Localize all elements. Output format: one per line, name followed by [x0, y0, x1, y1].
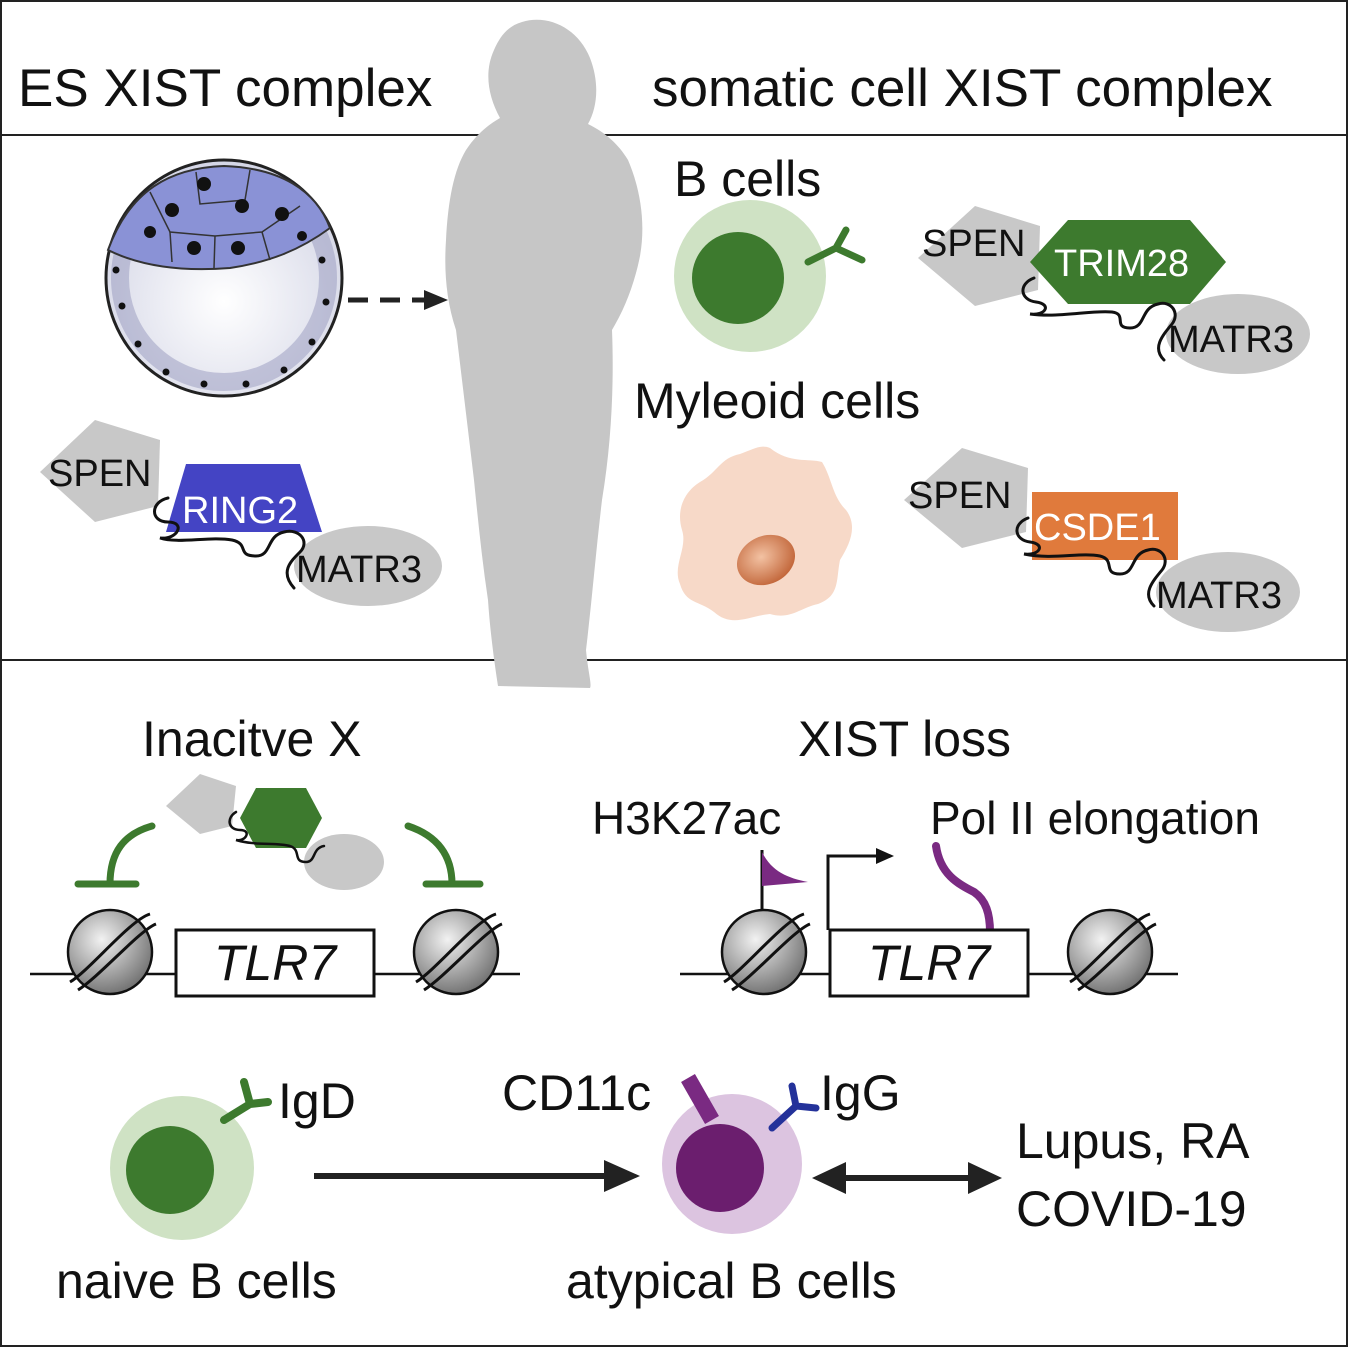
transcription-start-arrow [826, 848, 894, 930]
es-ring2-shape [166, 464, 322, 532]
naive-to-atypical-arrow [314, 1160, 640, 1192]
somatic-complex-title: somatic cell XIST complex [652, 59, 1273, 118]
b-cells-title: B cells [674, 151, 821, 207]
b-matr3-shape [1166, 294, 1310, 374]
m-xist-rna [1015, 516, 1167, 608]
es-matr3-label: MATR3 [296, 549, 422, 591]
es-xist-complex: SPEN RING2 MATR3 [40, 420, 442, 606]
b-xist-rna [1021, 276, 1177, 362]
differentiation-arrow [348, 290, 448, 310]
h3k27ac-flag [760, 850, 808, 918]
pol2-tail [932, 842, 994, 936]
es-matr3-shape [294, 526, 442, 606]
m-spen-shape [904, 448, 1028, 548]
atypical-b-cell-icon [662, 1074, 820, 1234]
diseases-line-2: COVID-19 [1016, 1181, 1247, 1237]
cd11c-label: CD11c [502, 1065, 651, 1121]
b-spen-shape [918, 206, 1040, 306]
m-spen-label: SPEN [908, 475, 1011, 517]
b-cell-icon [674, 200, 866, 352]
inactive-x-tlr7-box [174, 928, 376, 998]
atypical-b-cells-label: atypical B cells [566, 1253, 897, 1309]
inactive-x-tlr7-label: TLR7 [214, 935, 338, 991]
naive-b-cell-icon [110, 1078, 272, 1240]
inactive-x-repressor-complex [166, 774, 384, 890]
b-cell-xist-complex: SPEN TRIM28 MATR3 [918, 206, 1310, 374]
diseases-line-1: Lupus, RA [1016, 1113, 1250, 1169]
es-spen-label: SPEN [48, 453, 151, 495]
m-csde1-label: CSDE1 [1034, 507, 1161, 549]
b-matr3-label: MATR3 [1168, 319, 1294, 361]
xist-loss-tlr7-box [828, 928, 1030, 998]
disease-association-arrow [812, 1162, 1002, 1194]
repression-arrows [74, 822, 484, 888]
myeloid-cell-icon [677, 446, 853, 621]
m-matr3-shape [1156, 552, 1300, 632]
nucleosome-right-1 [720, 908, 811, 996]
nucleosome-right-2 [1066, 908, 1157, 996]
nucleosome-left-2 [412, 908, 503, 996]
es-ring2-label: RING2 [182, 490, 298, 532]
es-xist-rna [153, 496, 306, 590]
b-trim28-label: TRIM28 [1054, 243, 1189, 285]
b-spen-label: SPEN [922, 223, 1025, 265]
blastocyst-icon [104, 158, 344, 398]
m-matr3-label: MATR3 [1156, 575, 1282, 617]
xist-loss-tlr7-label: TLR7 [868, 935, 992, 991]
human-silhouette [445, 19, 643, 689]
pol2-elongation-label: Pol II elongation [930, 792, 1260, 844]
b-trim28-shape [1030, 220, 1226, 304]
es-spen-shape [40, 420, 160, 522]
igd-label: IgD [278, 1073, 356, 1129]
xist-loss-title: XIST loss [798, 711, 1011, 767]
nucleosome-left-1 [66, 908, 157, 996]
h3k27ac-label: H3K27ac [592, 792, 781, 844]
es-complex-title: ES XIST complex [18, 59, 432, 118]
naive-b-cells-label: naive B cells [56, 1253, 337, 1309]
igg-label: IgG [820, 1065, 901, 1121]
inactive-x-title: Inacitve X [142, 711, 362, 767]
myeloid-cells-title: Myleoid cells [634, 373, 920, 429]
myeloid-xist-complex: SPEN CSDE1 MATR3 [904, 448, 1300, 632]
